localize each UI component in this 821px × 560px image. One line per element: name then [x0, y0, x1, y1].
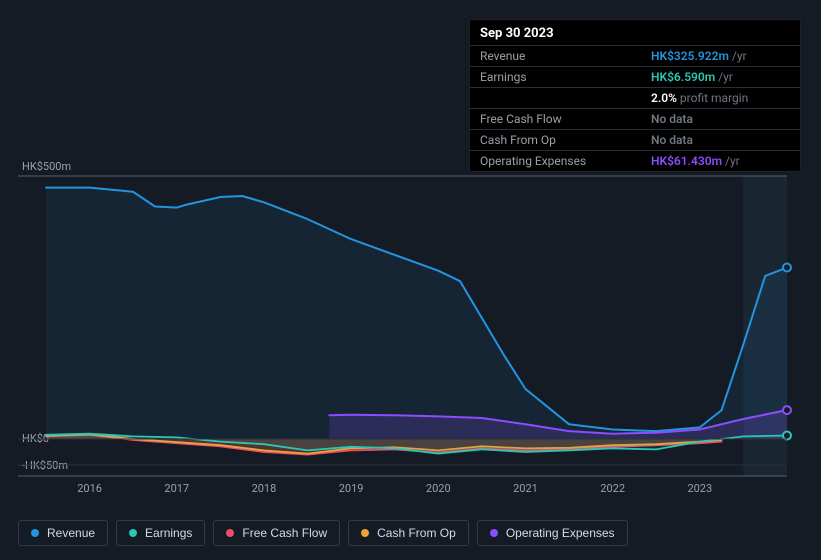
- tooltip-row-label: Operating Expenses: [470, 151, 641, 172]
- legend-label: Free Cash Flow: [242, 526, 327, 540]
- legend-item-operating-expenses[interactable]: Operating Expenses: [477, 520, 628, 546]
- x-axis-year: 2019: [339, 482, 364, 495]
- tooltip-row-value: 2.0% profit margin: [641, 88, 800, 109]
- legend-label: Earnings: [145, 526, 192, 540]
- legend-dot: [490, 529, 498, 537]
- legend-item-free-cash-flow[interactable]: Free Cash Flow: [213, 520, 340, 546]
- x-axis-year: 2021: [513, 482, 538, 495]
- legend-dot: [226, 529, 234, 537]
- legend-item-earnings[interactable]: Earnings: [116, 520, 205, 546]
- x-axis-year: 2023: [687, 482, 712, 495]
- tooltip-row-label: Revenue: [470, 46, 641, 67]
- legend-dot: [31, 529, 39, 537]
- x-axis-year: 2020: [426, 482, 451, 495]
- chart-legend: Revenue Earnings Free Cash Flow Cash From O…: [18, 520, 628, 546]
- tooltip-date: Sep 30 2023: [470, 20, 800, 45]
- legend-item-cash-from-op[interactable]: Cash From Op: [348, 520, 469, 546]
- legend-label: Cash From Op: [377, 526, 456, 540]
- x-axis-year: 2022: [600, 482, 625, 495]
- tooltip-row-value: HK$325.922m /yr: [641, 46, 800, 67]
- tooltip-row-label: Free Cash Flow: [470, 109, 641, 130]
- tooltip-row-value: No data: [641, 109, 800, 130]
- tooltip-row-label: [470, 88, 641, 109]
- legend-item-revenue[interactable]: Revenue: [18, 520, 108, 546]
- data-tooltip: Sep 30 2023 RevenueHK$325.922m /yrEarnin…: [469, 19, 801, 172]
- x-axis-year: 2018: [252, 482, 277, 495]
- tooltip-row-label: Earnings: [470, 67, 641, 88]
- tooltip-row-value: HK$6.590m /yr: [641, 67, 800, 88]
- legend-dot: [361, 529, 369, 537]
- x-axis-year: 2017: [164, 482, 189, 495]
- x-axis-year: 2016: [77, 482, 102, 495]
- legend-label: Operating Expenses: [506, 526, 615, 540]
- legend-dot: [129, 529, 137, 537]
- tooltip-row-value: No data: [641, 130, 800, 151]
- tooltip-row-label: Cash From Op: [470, 130, 641, 151]
- tooltip-row-value: HK$61.430m /yr: [641, 151, 800, 172]
- legend-label: Revenue: [47, 526, 95, 540]
